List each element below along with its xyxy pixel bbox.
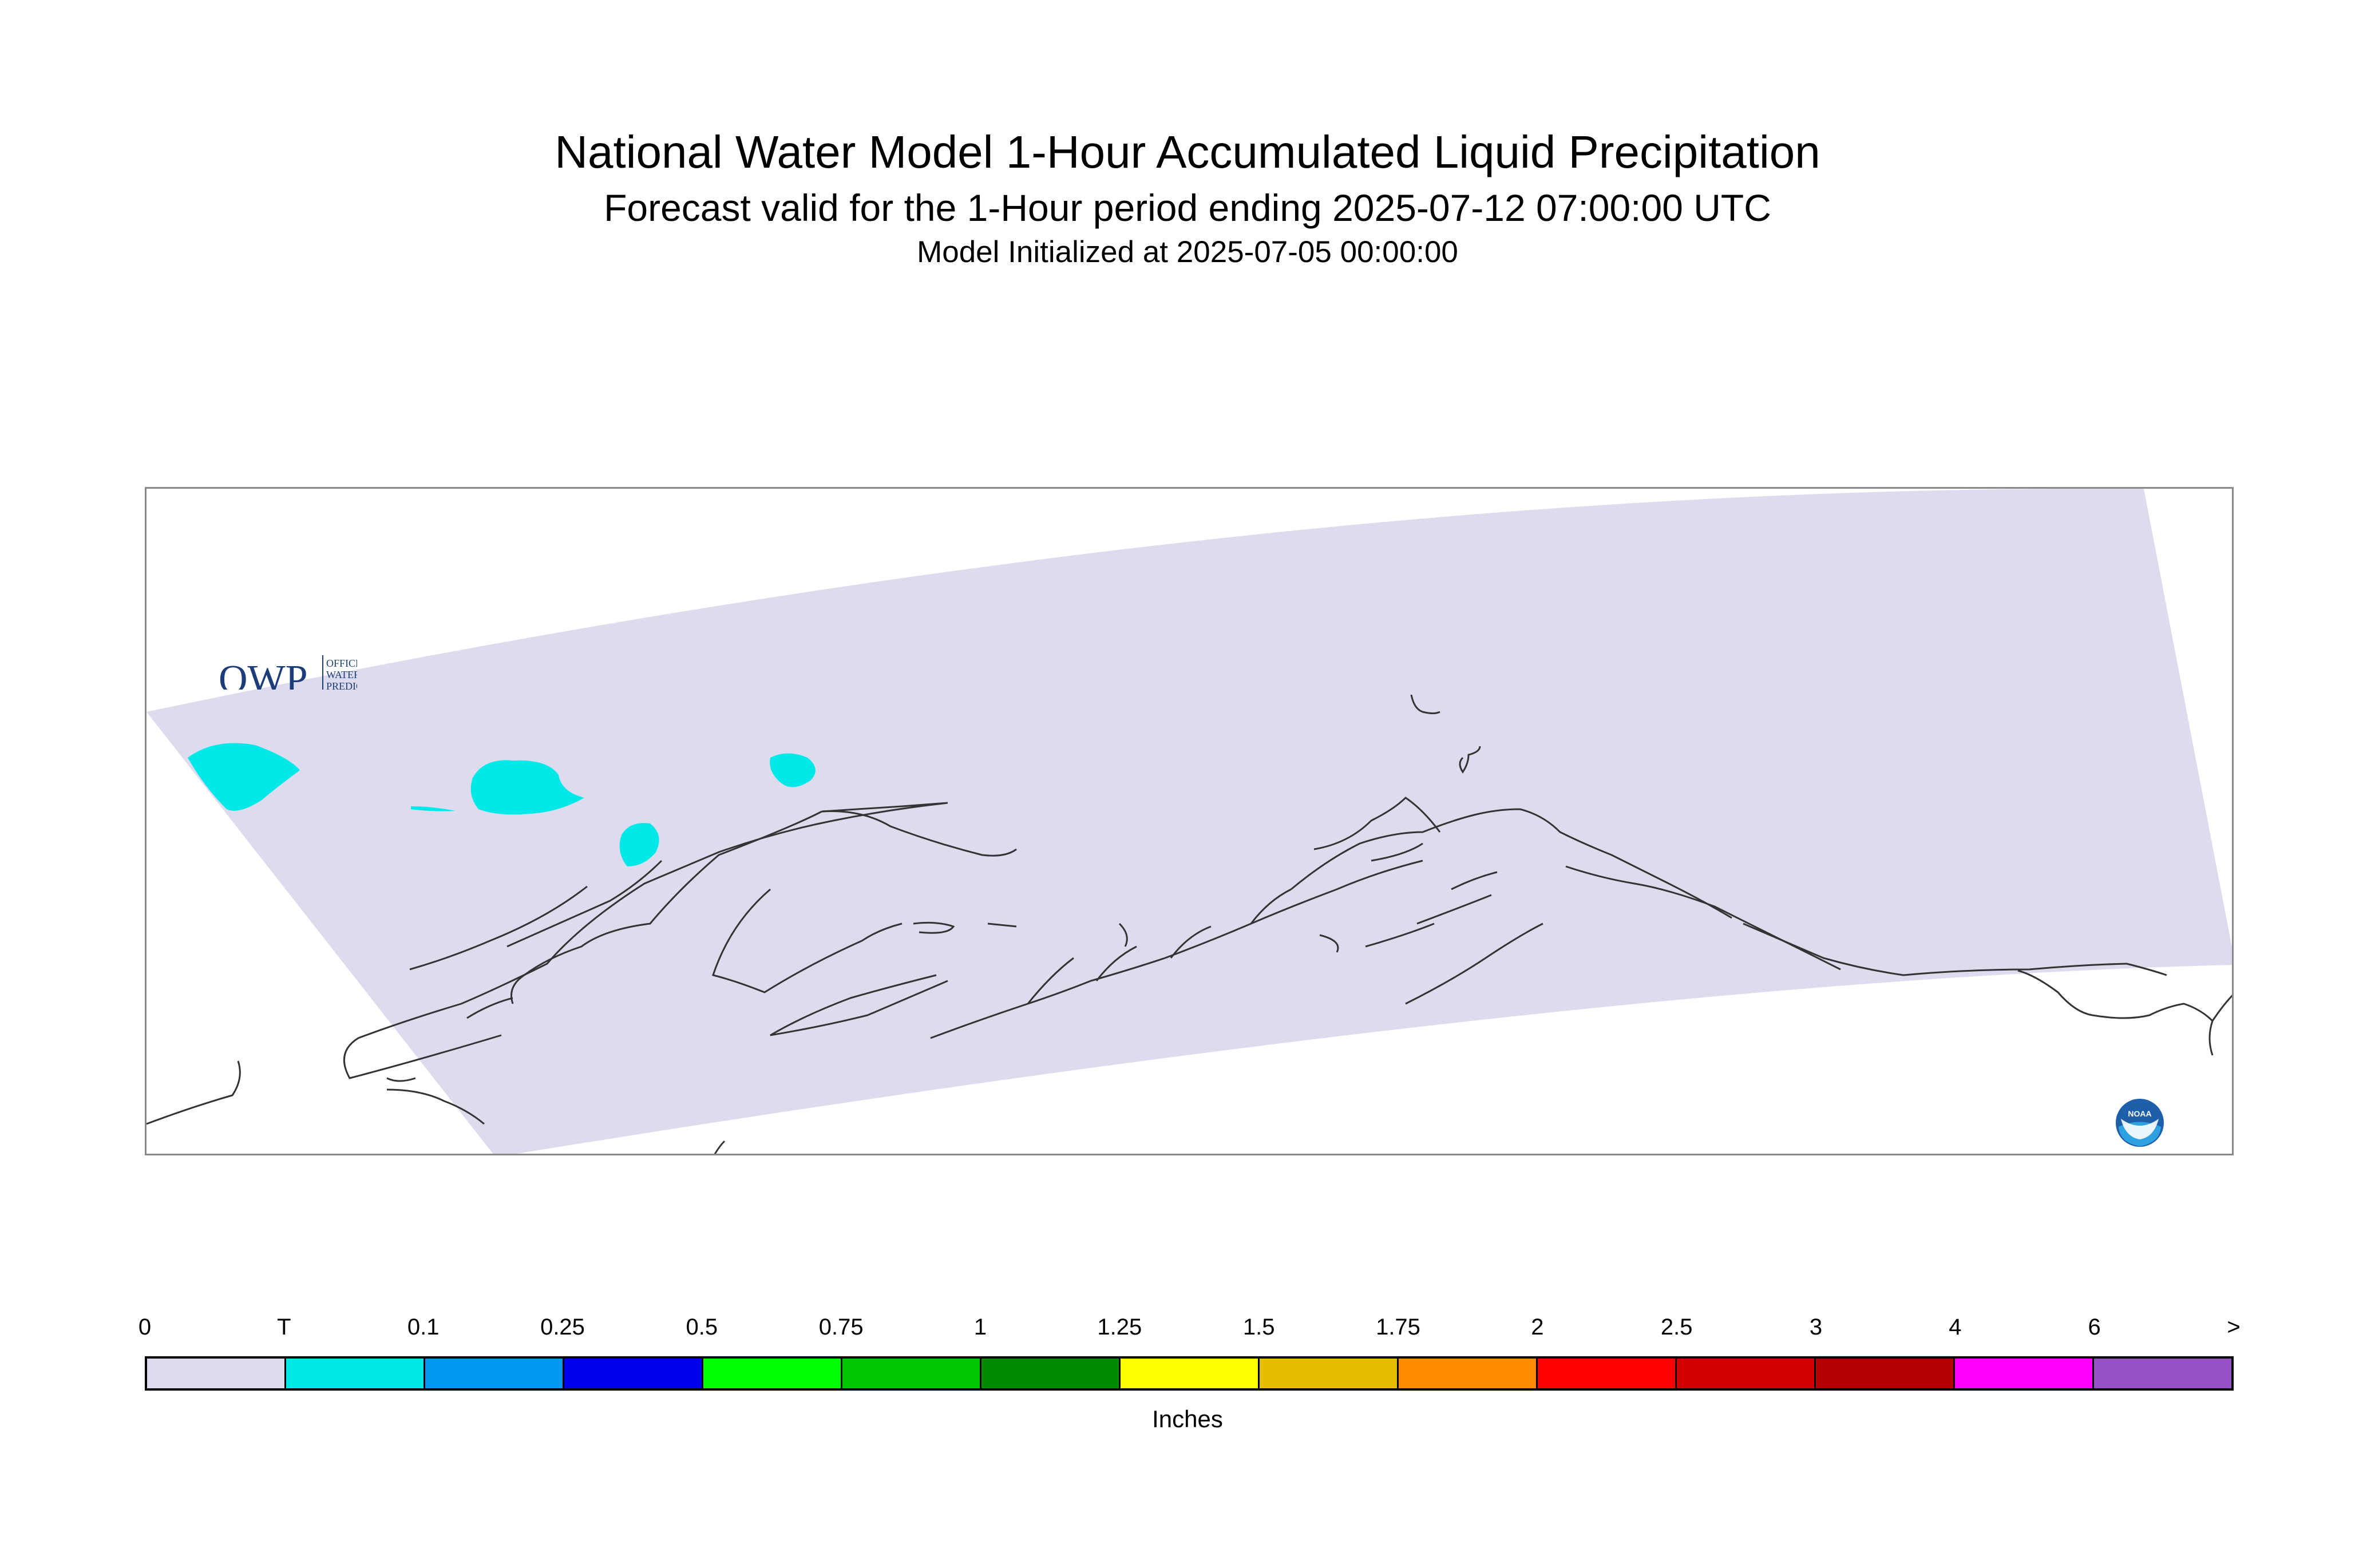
colorbar-tick-label: 1.25 (1097, 1314, 1142, 1340)
colorbar-tick-label: 6 (2088, 1314, 2101, 1340)
coastline (1313, 797, 1441, 850)
coastline (2017, 969, 2232, 1023)
coastline (714, 1140, 726, 1154)
colorbar-tick-label: 2.5 (1660, 1314, 1693, 1340)
coastline (1371, 842, 1423, 862)
coastline (386, 1077, 416, 1082)
colorbar-tick-label: 0.5 (686, 1314, 718, 1340)
precip-trace-areas (188, 743, 816, 866)
coastline (1365, 871, 1498, 948)
colorbar-tick-label: 0.25 (540, 1314, 585, 1340)
precip-area (411, 806, 456, 811)
forecast-valid-subtitle: Forecast valid for the 1-Hour period end… (604, 187, 1771, 229)
coastline (1291, 808, 1732, 919)
coastline (1410, 694, 1440, 714)
colorbar (145, 1356, 2234, 1391)
coastline (1405, 922, 1543, 1005)
owp-logo-mark: OWP (219, 658, 308, 690)
page-title: National Water Model 1-Hour Accumulated … (555, 126, 1820, 177)
colorbar-box (1121, 1359, 1260, 1388)
coastline (930, 860, 1423, 1039)
colorbar-tick-label: 1 (973, 1314, 987, 1340)
colorbar-tick-label: > (2227, 1314, 2241, 1340)
coastline (1743, 922, 2167, 976)
noaa-emblem: NOAA (2116, 1099, 2164, 1147)
coastline (1027, 888, 1292, 1004)
coastline (466, 997, 513, 1019)
precip-area (470, 760, 584, 815)
coastline (913, 921, 955, 934)
colorbar-tick-label: 0.1 (407, 1314, 440, 1340)
colorbar-tick-label: 0 (138, 1314, 152, 1340)
coastline (770, 974, 948, 1036)
noaa-logo (1973, 612, 2042, 684)
coastline (821, 810, 1017, 857)
coastline (510, 810, 822, 1004)
colorbar-units: Inches (1152, 1405, 1223, 1432)
coastline (506, 860, 663, 948)
colorbar-tick-label: 3 (1809, 1314, 1823, 1340)
colorbar-box (703, 1359, 842, 1388)
owp-logo-line1: OFFICE OF (326, 658, 357, 669)
map-panel[interactable] (145, 487, 2234, 1155)
colorbar-tick-label: 1.5 (1242, 1314, 1275, 1340)
colorbar-box (564, 1359, 703, 1388)
owp-logo: OWP OFFICE OF WATER PREDICTION (71, 621, 387, 702)
model-init-subtitle: Model Initialized at 2025-07-05 00:00:00 (917, 235, 1458, 269)
colorbar-box (842, 1359, 981, 1388)
colorbar-box (1677, 1359, 1816, 1388)
coastline (2208, 1020, 2214, 1056)
colorbar-box (1955, 1359, 2094, 1388)
colorbar-tick-label: T (277, 1314, 291, 1340)
colorbar-box (147, 1359, 286, 1388)
colorbar-tick-label: 2 (1531, 1314, 1544, 1340)
colorbar-tick-label: 1.75 (1376, 1314, 1420, 1340)
colorbar-tick-label: 0.75 (818, 1314, 864, 1340)
colorbar-box (1816, 1359, 1955, 1388)
colorbar-box (1538, 1359, 1677, 1388)
owp-logo-line2: WATER (326, 669, 357, 680)
precip-area (770, 753, 816, 787)
coastline (712, 888, 902, 993)
precip-area (188, 743, 300, 811)
colorbar-box (981, 1359, 1121, 1388)
precip-area (619, 823, 659, 866)
owp-logo-line3: PREDICTION (326, 680, 357, 690)
coastline (987, 922, 1339, 953)
coastline (1565, 865, 1841, 971)
coastline (1459, 746, 1481, 774)
noaa-emblem-text: NOAA (2128, 1109, 2151, 1118)
colorbar-box (1399, 1359, 1538, 1388)
coastline (147, 1060, 241, 1125)
colorbar-box (425, 1359, 564, 1388)
coastline (386, 1088, 485, 1125)
colorbar-box (286, 1359, 425, 1388)
precip-map (147, 489, 2232, 1154)
coastline (409, 885, 588, 971)
colorbar-box (1260, 1359, 1399, 1388)
model-domain-area (147, 489, 2232, 1154)
coastlines (147, 694, 2232, 1154)
colorbar-tick-label: 4 (1949, 1314, 1962, 1340)
colorbar-box (2094, 1359, 2231, 1388)
